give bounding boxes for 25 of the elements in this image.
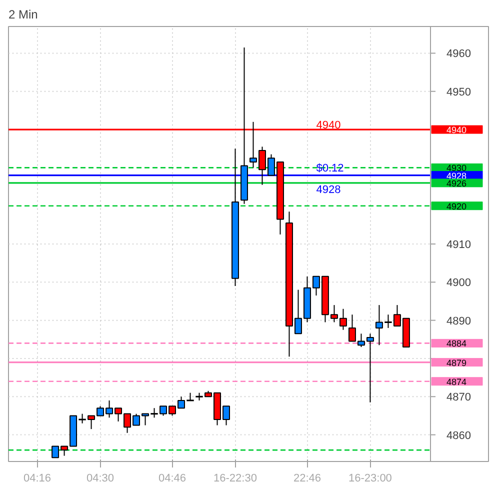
ref-line-label: 4920 xyxy=(446,201,467,212)
ref-line-label: 4930 xyxy=(446,163,467,174)
x-tick-label: 22:46 xyxy=(293,472,321,484)
annotation: 4928 xyxy=(316,184,341,196)
ref-line-label: 4926 xyxy=(446,178,467,188)
y-tick-label: 4900 xyxy=(446,277,471,290)
y-tick-label: 4950 xyxy=(446,86,471,98)
annotation: $0.12 xyxy=(316,162,344,174)
ref-line-label: 4928 xyxy=(446,170,467,181)
annotation: 4940 xyxy=(316,120,341,132)
ref-line-label: 4884 xyxy=(446,338,467,349)
y-tick-label: 4910 xyxy=(446,239,471,251)
y-tick-label: 4960 xyxy=(446,48,471,60)
ref-line-label: 4874 xyxy=(446,376,467,387)
x-tick-label: 04:46 xyxy=(158,472,186,484)
x-tick-label: 16-23:00 xyxy=(348,472,392,484)
ref-line-label: 4879 xyxy=(446,358,467,368)
x-tick-label: 16-22:30 xyxy=(214,472,257,484)
y-tick-label: 4860 xyxy=(446,430,471,442)
chart-title: 2 Min xyxy=(8,8,38,22)
y-tick-label: 4890 xyxy=(446,315,471,328)
y-tick-label: 4870 xyxy=(446,392,471,404)
x-tick-label: 04:16 xyxy=(24,472,52,484)
x-tick-label: 04:30 xyxy=(86,472,114,484)
ref-line-label: 4940 xyxy=(446,125,467,136)
